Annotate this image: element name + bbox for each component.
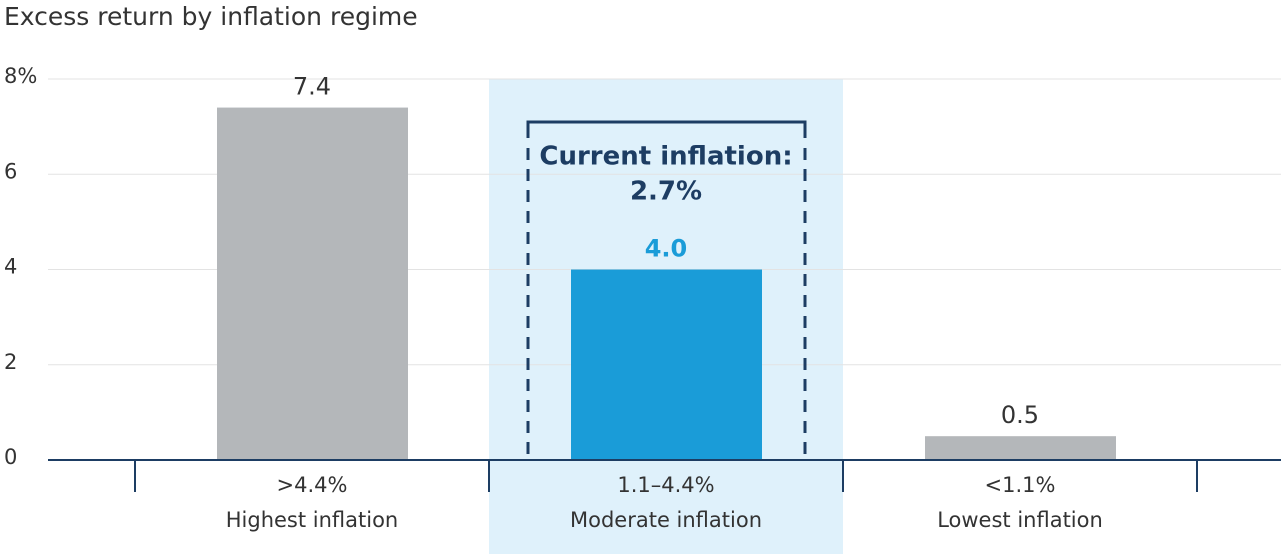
annotation-bracket xyxy=(526,120,807,138)
value-label: 4.0 xyxy=(645,235,688,263)
value-label: 7.4 xyxy=(293,73,331,101)
x-category-description: Lowest inflation xyxy=(937,508,1103,532)
x-tick-label: 1.1–4.4% xyxy=(617,473,714,497)
bar xyxy=(571,269,762,460)
x-category-description: Moderate inflation xyxy=(570,508,762,532)
y-tick-label: 4 xyxy=(4,255,17,279)
annotation-text: 2.7% xyxy=(630,177,702,207)
bar xyxy=(217,107,408,460)
bar xyxy=(925,436,1116,460)
y-tick-label: 2 xyxy=(4,350,17,374)
x-tick-label: >4.4% xyxy=(277,473,348,497)
y-tick-label: 6 xyxy=(4,159,17,183)
annotation-text: Current inflation: xyxy=(539,142,792,172)
value-label: 0.5 xyxy=(1001,401,1039,429)
x-tick-label: <1.1% xyxy=(985,473,1056,497)
y-tick-label: 8% xyxy=(4,64,37,88)
chart-title: Excess return by inflation regime xyxy=(4,2,418,31)
y-tick-label: 0 xyxy=(4,445,17,469)
x-category-description: Highest inflation xyxy=(226,508,399,532)
